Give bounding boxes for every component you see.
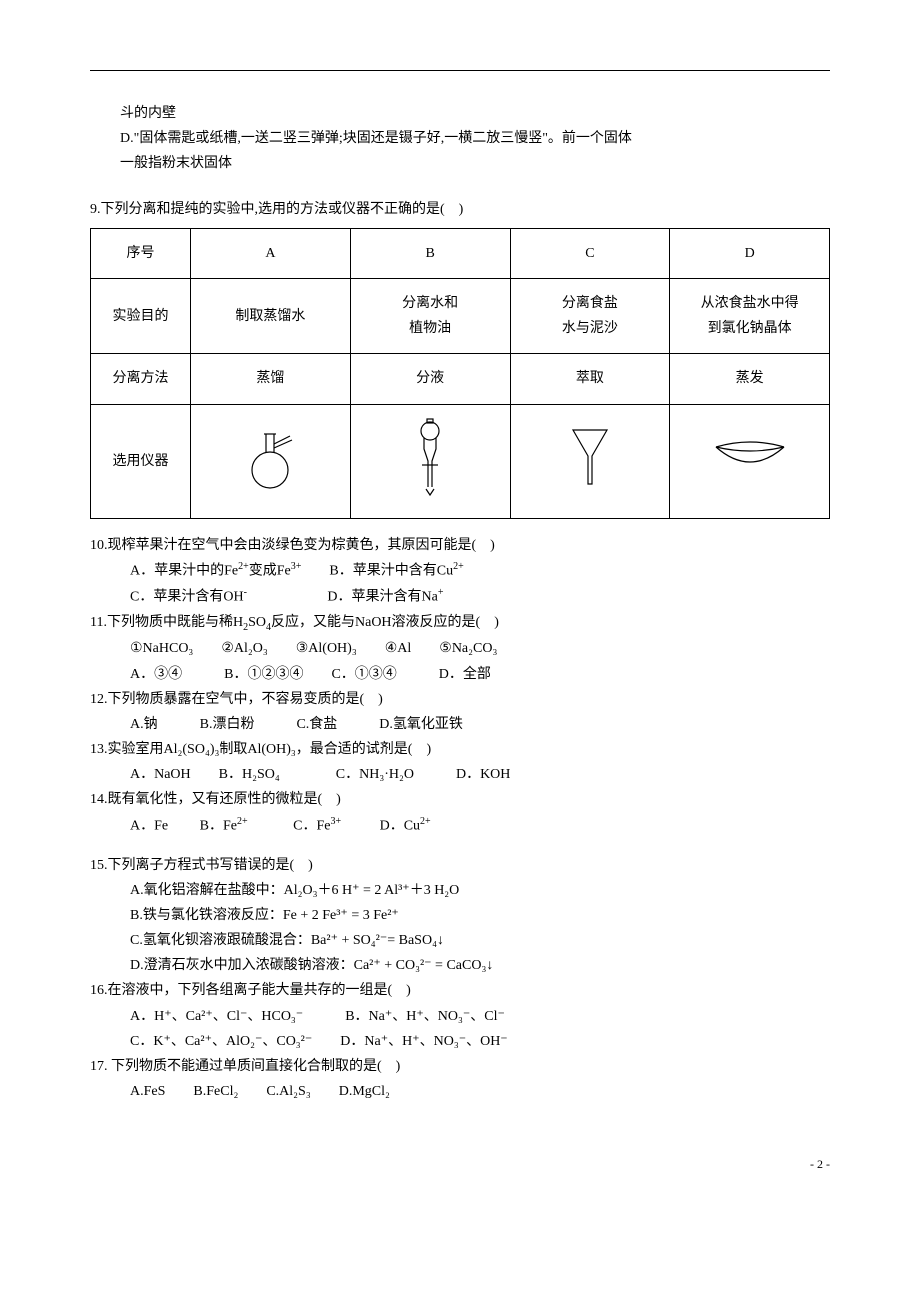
th-c: C <box>510 228 670 278</box>
th-b: B <box>350 228 510 278</box>
purpose-c: 分离食盐 水与泥沙 <box>510 278 670 353</box>
q15-stem: 15.下列离子方程式书写错误的是( ) <box>90 853 830 878</box>
q15-a: A.氧化铝溶解在盐酸中：Al₂O₃＋6 H⁺ = 2 Al³⁺＋3 H₂O <box>90 878 830 903</box>
q13-stem: 13.实验室用Al₂(SO₄)₃制取Al(OH)₃，最合适的试剂是( ) <box>90 737 830 762</box>
q11-opts: A．③④ B．①②③④ C．①③④ D．全部 <box>90 662 830 687</box>
apparatus-b <box>350 404 510 518</box>
apparatus-d <box>670 404 830 518</box>
evaporating-dish-icon <box>710 437 790 477</box>
q9-stem: 9.下列分离和提纯的实验中,选用的方法或仪器不正确的是( ) <box>90 197 830 222</box>
funnel-icon <box>565 422 615 492</box>
q17-stem: 17. 下列物质不能通过单质间直接化合制取的是( ) <box>90 1054 830 1079</box>
q17-opts: A.FeS B.FeCl₂ C.Al₂S₃ D.MgCl₂ <box>90 1079 830 1104</box>
th-seq: 序号 <box>91 228 191 278</box>
apparatus-a <box>191 404 351 518</box>
q10-opts-2: C．苹果汁含有OH- D．苹果汁含有Na+ <box>90 584 830 610</box>
method-a: 蒸馏 <box>191 354 351 404</box>
cont-line1: 斗的内壁 <box>120 101 830 126</box>
q11-stem: 11.下列物质中既能与稀H2SO4反应，又能与NaOH溶液反应的是( ) <box>90 610 830 637</box>
method-d: 蒸发 <box>670 354 830 404</box>
q12-opts: A.钠 B.漂白粉 C.食盐 D.氢氧化亚铁 <box>90 712 830 737</box>
method-c: 萃取 <box>510 354 670 404</box>
purpose-b: 分离水和 植物油 <box>350 278 510 353</box>
q15-c: C.氢氧化钡溶液跟硫酸混合：Ba²⁺ + SO₄²⁻= BaSO₄↓ <box>90 928 830 953</box>
q11-items: ①NaHCO₃ ②Al₂O₃ ③Al(OH)₃ ④Al ⑤Na₂CO₃ <box>90 636 830 661</box>
q16-line2: C．K⁺、Ca²⁺、AlO₂⁻、CO₃²⁻ D．Na⁺、H⁺、NO₃⁻、OH⁻ <box>90 1029 830 1054</box>
continued-answer: 斗的内壁 D."固体需匙或纸槽,一送二竖三弹弹;块固还是镊子好,一横二放三慢竖"… <box>90 101 830 177</box>
q16-line1: A．H⁺、Ca²⁺、Cl⁻、HCO₃⁻ B．Na⁺、H⁺、NO₃⁻、Cl⁻ <box>90 1004 830 1029</box>
cont-line3: 一般指粉末状固体 <box>120 151 830 176</box>
th-purpose: 实验目的 <box>91 278 191 353</box>
th-d: D <box>670 228 830 278</box>
separating-funnel-icon <box>410 417 450 497</box>
q10-stem: 10.现榨苹果汁在空气中会由淡绿色变为棕黄色，其原因可能是( ) <box>90 533 830 558</box>
method-b: 分液 <box>350 354 510 404</box>
q15-b: B.铁与氯化铁溶液反应：Fe + 2 Fe³⁺ = 3 Fe²⁺ <box>90 903 830 928</box>
q10-opts-1: A．苹果汁中的Fe2+变成Fe3+ B．苹果汁中含有Cu2+ <box>90 558 830 584</box>
th-a: A <box>191 228 351 278</box>
q16-stem: 16.在溶液中，下列各组离子能大量共存的一组是( ) <box>90 978 830 1003</box>
top-rule <box>90 70 830 71</box>
distillation-flask-icon <box>240 422 300 492</box>
q12-stem: 12.下列物质暴露在空气中，不容易变质的是( ) <box>90 687 830 712</box>
purpose-a: 制取蒸馏水 <box>191 278 351 353</box>
q14-opts: A．Fe B．Fe2+ C．Fe3+ D．Cu2+ <box>90 813 830 839</box>
q13-opts: A．NaOH B．H₂SO₄ C．NH₃·H₂O D．KOH <box>90 762 830 787</box>
q15-d: D.澄清石灰水中加入浓碳酸钠溶液：Ca²⁺ + CO₃²⁻ = CaCO₃↓ <box>90 953 830 978</box>
q9-table: 序号 A B C D 实验目的 制取蒸馏水 分离水和 植物油 分离食盐 水与泥沙… <box>90 228 830 519</box>
th-apparatus: 选用仪器 <box>91 404 191 518</box>
q14-stem: 14.既有氧化性，又有还原性的微粒是( ) <box>90 787 830 812</box>
th-method: 分离方法 <box>91 354 191 404</box>
purpose-d: 从浓食盐水中得 到氯化钠晶体 <box>670 278 830 353</box>
page-number: - 2 - <box>90 1154 830 1176</box>
apparatus-c <box>510 404 670 518</box>
cont-line2: D."固体需匙或纸槽,一送二竖三弹弹;块固还是镊子好,一横二放三慢竖"。前一个固… <box>120 126 830 151</box>
